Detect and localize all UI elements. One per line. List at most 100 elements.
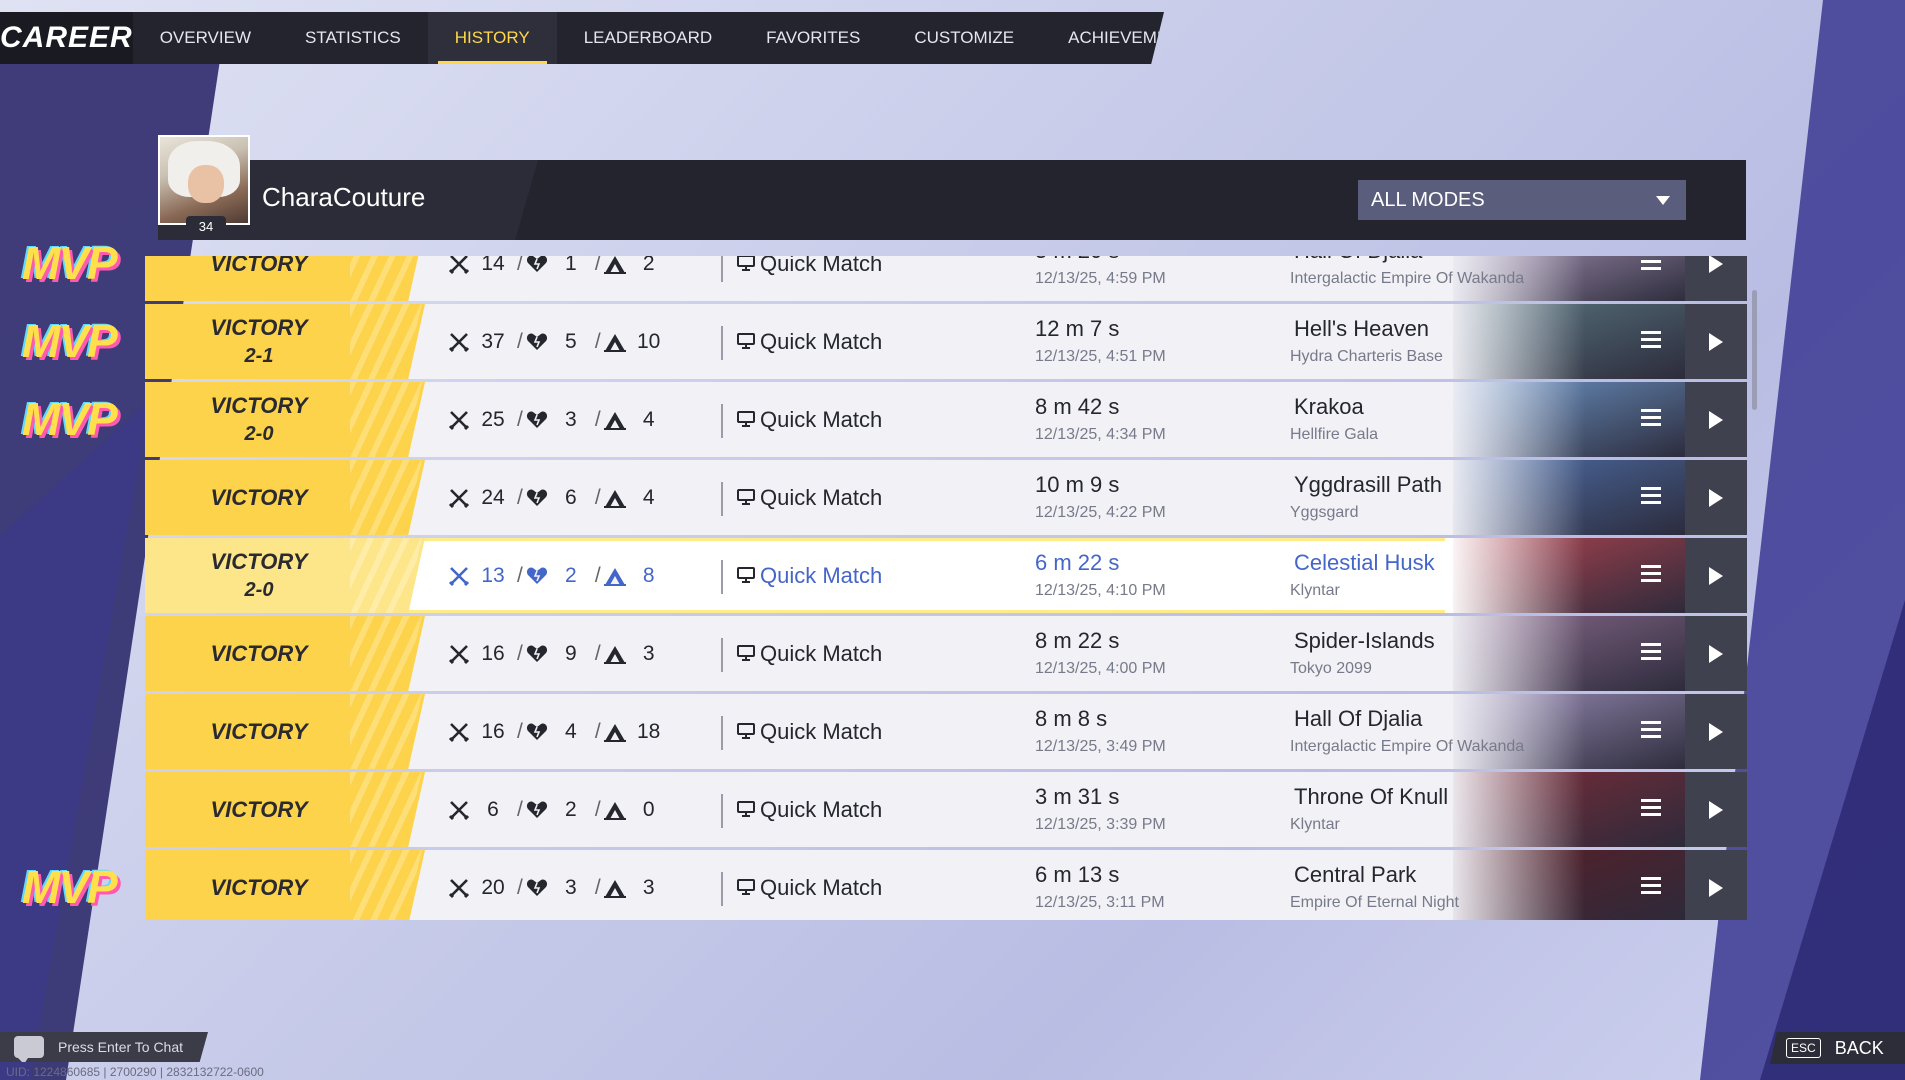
- kills-icon: [447, 256, 471, 276]
- replay-button[interactable]: [1685, 694, 1747, 769]
- play-icon: [1709, 722, 1723, 741]
- deaths-value: 3: [565, 875, 577, 899]
- kda-stats: 25 / 3 / 4: [447, 382, 671, 457]
- replay-button[interactable]: [1685, 850, 1747, 920]
- column-divider: [721, 794, 723, 828]
- menu-icon[interactable]: [1641, 256, 1661, 271]
- match-row[interactable]: VICTORY 2-0 25 / 3 / 4 Quick Match 8 m 4…: [145, 382, 1747, 457]
- kills-icon: [447, 642, 471, 666]
- kills-icon: [447, 720, 471, 744]
- column-divider: [721, 256, 723, 282]
- assists-icon: [603, 330, 627, 354]
- menu-icon[interactable]: [1641, 331, 1661, 349]
- match-row[interactable]: VICTORY 14 / 1 / 2 Quick Match 5 m 20 s …: [145, 256, 1747, 301]
- replay-button[interactable]: [1685, 616, 1747, 691]
- map-thumbnail-fade: [1445, 772, 1585, 847]
- assists-icon: [603, 408, 627, 432]
- menu-icon[interactable]: [1641, 487, 1661, 505]
- replay-button[interactable]: [1685, 772, 1747, 847]
- chat-prompt[interactable]: Press Enter To Chat: [0, 1032, 208, 1062]
- kills-value: 13: [481, 563, 505, 587]
- map-region: Tokyo 2099: [1290, 660, 1372, 677]
- mode-filter-dropdown[interactable]: ALL MODES: [1358, 180, 1686, 220]
- tab-favorites[interactable]: FAVORITES: [766, 28, 861, 47]
- result-label: VICTORY: [145, 694, 373, 769]
- game-mode-text: Quick Match: [760, 328, 883, 354]
- tab-achievements[interactable]: ACHIEVEMENTS: [1068, 28, 1203, 47]
- result-label: VICTORY: [145, 850, 373, 920]
- game-mode-text: Quick Match: [760, 874, 883, 900]
- kills-icon: [447, 798, 471, 822]
- match-row[interactable]: VICTORY 24 / 6 / 4 Quick Match 10 m 9 s …: [145, 460, 1747, 535]
- back-button[interactable]: ESC BACK: [1770, 1032, 1905, 1064]
- game-mode: Quick Match: [737, 256, 882, 301]
- match-row[interactable]: VICTORY 16 / 4 / 18 Quick Match 8 m 8 s …: [145, 694, 1747, 769]
- round-score: 2-0: [244, 422, 274, 445]
- scrollbar-thumb[interactable]: [1752, 290, 1757, 410]
- kda-separator: /: [517, 407, 523, 431]
- deaths-value: 3: [565, 407, 577, 431]
- map-name: Hell's Heaven: [1294, 316, 1430, 341]
- result-banner: [145, 616, 425, 691]
- match-history-list[interactable]: VICTORY 14 / 1 / 2 Quick Match 5 m 20 s …: [145, 256, 1747, 920]
- replay-button[interactable]: [1685, 460, 1747, 535]
- back-label: BACK: [1834, 1037, 1884, 1058]
- avatar[interactable]: [158, 135, 250, 225]
- tab-leaderboard[interactable]: LEADERBOARD: [583, 28, 713, 47]
- replay-button[interactable]: [1685, 304, 1747, 379]
- level-badge: 34: [186, 216, 226, 236]
- kda-stats: 16 / 9 / 3: [447, 616, 671, 691]
- play-icon: [1709, 566, 1723, 585]
- match-date: 12/13/25, 4:10 PM: [1035, 582, 1166, 599]
- kda-stats: 37 / 5 / 10: [447, 304, 671, 379]
- match-duration: 8 m 22 s: [1035, 628, 1120, 653]
- menu-icon[interactable]: [1641, 643, 1661, 661]
- match-duration: 8 m 8 s: [1035, 706, 1108, 731]
- play-icon: [1709, 800, 1723, 819]
- result-banner: [145, 256, 425, 301]
- replay-button[interactable]: [1685, 256, 1747, 301]
- mvp-badge: MVP: [22, 393, 118, 445]
- assists-icon: [603, 564, 627, 588]
- map-name: Throne Of Knull: [1294, 784, 1449, 809]
- replay-button[interactable]: [1685, 538, 1747, 613]
- map-name: Spider-Islands: [1294, 628, 1435, 653]
- match-row[interactable]: VICTORY 6 / 2 / 0 Quick Match 3 m 31 s 1…: [145, 772, 1747, 847]
- match-row[interactable]: VICTORY 20 / 3 / 3 Quick Match 6 m 13 s …: [145, 850, 1747, 920]
- map-region: Empire Of Eternal Night: [1290, 894, 1459, 911]
- match-row[interactable]: VICTORY 2-0 13 / 2 / 8 Quick Match 6 m 2…: [145, 538, 1747, 613]
- result-banner: [145, 382, 425, 457]
- tab-history[interactable]: HISTORY: [427, 12, 557, 64]
- replay-button[interactable]: [1685, 382, 1747, 457]
- match-row[interactable]: VICTORY 16 / 9 / 3 Quick Match 8 m 22 s …: [145, 616, 1747, 691]
- assists-value: 18: [637, 719, 661, 743]
- deaths-icon: [525, 330, 549, 354]
- deaths-icon: [525, 642, 549, 666]
- assists-value: 4: [642, 485, 655, 509]
- tab-statistics[interactable]: STATISTICS: [305, 28, 401, 47]
- menu-icon[interactable]: [1641, 799, 1661, 817]
- column-divider: [721, 326, 723, 360]
- menu-icon[interactable]: [1641, 877, 1661, 895]
- match-row[interactable]: VICTORY 2-1 37 / 5 / 10 Quick Match 12 m…: [145, 304, 1747, 379]
- tab-customize[interactable]: CUSTOMIZE: [914, 28, 1015, 47]
- column-divider: [721, 638, 723, 672]
- menu-icon[interactable]: [1641, 409, 1661, 427]
- play-icon: [1709, 488, 1723, 507]
- kda-stats: 6 / 2 / 0: [447, 772, 671, 847]
- kills-value: 37: [481, 329, 505, 353]
- deaths-value: 1: [565, 256, 577, 275]
- kda-stats: 14 / 1 / 2: [447, 256, 671, 301]
- menu-icon[interactable]: [1641, 565, 1661, 583]
- tab-overview[interactable]: OVERVIEW: [159, 28, 252, 47]
- mvp-badge: MVP: [22, 237, 118, 289]
- kda-separator: /: [594, 407, 601, 431]
- game-mode-text: Quick Match: [760, 796, 883, 822]
- menu-icon[interactable]: [1641, 721, 1661, 739]
- map-thumbnail-fade: [1445, 694, 1585, 769]
- assists-icon: [603, 798, 627, 822]
- map-region: Hellfire Gala: [1290, 426, 1379, 443]
- play-icon: [1709, 644, 1723, 663]
- match-duration: 5 m 20 s: [1035, 256, 1119, 264]
- game-mode: Quick Match: [737, 772, 882, 847]
